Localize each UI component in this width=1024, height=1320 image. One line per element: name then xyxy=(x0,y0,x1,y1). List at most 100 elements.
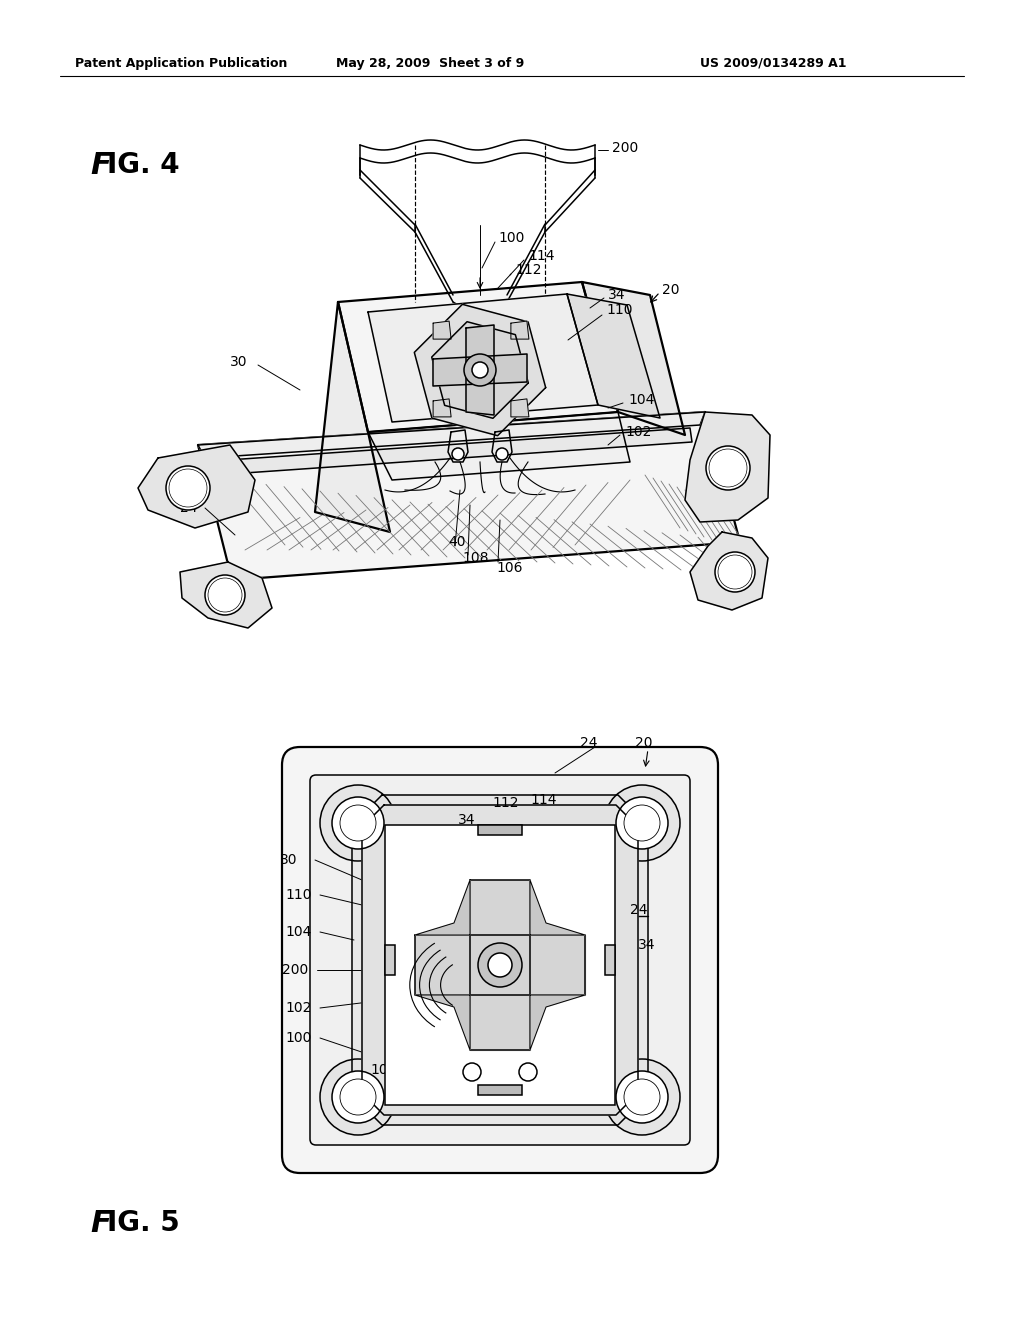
Circle shape xyxy=(205,576,245,615)
Circle shape xyxy=(452,447,464,459)
Polygon shape xyxy=(433,354,527,385)
Polygon shape xyxy=(511,399,528,417)
Circle shape xyxy=(169,469,207,507)
Bar xyxy=(478,825,522,836)
Polygon shape xyxy=(685,412,770,521)
Text: 100: 100 xyxy=(285,1031,311,1045)
Polygon shape xyxy=(530,880,585,935)
Circle shape xyxy=(624,1078,660,1115)
Circle shape xyxy=(472,362,488,378)
Text: IG. 5: IG. 5 xyxy=(106,1209,180,1237)
Polygon shape xyxy=(228,428,692,474)
Text: 112: 112 xyxy=(492,796,518,810)
Text: 20: 20 xyxy=(662,282,680,297)
Circle shape xyxy=(488,953,512,977)
Text: 110: 110 xyxy=(606,304,633,317)
Text: 30: 30 xyxy=(280,853,298,867)
Text: 114: 114 xyxy=(528,249,555,263)
Circle shape xyxy=(332,797,384,849)
Polygon shape xyxy=(432,322,528,418)
FancyBboxPatch shape xyxy=(282,747,718,1173)
Circle shape xyxy=(496,447,508,459)
Polygon shape xyxy=(530,995,585,1049)
Circle shape xyxy=(709,449,746,487)
Text: 20: 20 xyxy=(635,737,652,750)
Text: 112: 112 xyxy=(515,263,542,277)
Circle shape xyxy=(604,785,680,861)
Polygon shape xyxy=(466,325,494,414)
Bar xyxy=(385,945,395,975)
Polygon shape xyxy=(433,321,452,339)
Text: Patent Application Publication: Patent Application Publication xyxy=(75,57,288,70)
Text: 24: 24 xyxy=(580,737,597,750)
Text: May 28, 2009  Sheet 3 of 9: May 28, 2009 Sheet 3 of 9 xyxy=(336,57,524,70)
Polygon shape xyxy=(138,445,255,528)
Polygon shape xyxy=(198,412,705,458)
Circle shape xyxy=(166,466,210,510)
Circle shape xyxy=(616,1071,668,1123)
Polygon shape xyxy=(511,321,528,339)
Text: 30: 30 xyxy=(230,355,248,370)
Text: 114: 114 xyxy=(530,793,556,807)
Polygon shape xyxy=(415,305,546,436)
Text: 34: 34 xyxy=(608,288,626,302)
Polygon shape xyxy=(198,412,740,579)
Polygon shape xyxy=(690,532,768,610)
Text: 102: 102 xyxy=(285,1001,311,1015)
Text: 40: 40 xyxy=(540,1061,557,1074)
Circle shape xyxy=(616,797,668,849)
Polygon shape xyxy=(415,995,470,1049)
Text: 110: 110 xyxy=(285,888,311,902)
Circle shape xyxy=(332,1071,384,1123)
Text: 200: 200 xyxy=(282,964,308,977)
Circle shape xyxy=(478,942,522,987)
Bar xyxy=(478,1085,522,1096)
Circle shape xyxy=(340,805,376,841)
Text: 104: 104 xyxy=(285,925,311,939)
Polygon shape xyxy=(433,399,452,417)
Polygon shape xyxy=(338,282,618,432)
Text: 24: 24 xyxy=(630,903,647,917)
Text: 36: 36 xyxy=(552,873,569,887)
Polygon shape xyxy=(582,282,685,436)
Text: F: F xyxy=(90,1209,111,1238)
Polygon shape xyxy=(352,795,648,1125)
Polygon shape xyxy=(567,294,660,418)
Text: 104: 104 xyxy=(628,393,654,407)
Circle shape xyxy=(624,805,660,841)
Text: 100: 100 xyxy=(370,1063,396,1077)
Polygon shape xyxy=(415,935,585,995)
Circle shape xyxy=(715,552,755,591)
Text: 34: 34 xyxy=(458,813,475,828)
Text: US 2009/0134289 A1: US 2009/0134289 A1 xyxy=(700,57,847,70)
Text: F: F xyxy=(90,150,111,180)
Polygon shape xyxy=(315,302,390,532)
Circle shape xyxy=(464,354,496,385)
Text: 24: 24 xyxy=(180,502,198,515)
Polygon shape xyxy=(180,562,272,628)
Text: 34: 34 xyxy=(638,939,655,952)
Circle shape xyxy=(319,1059,396,1135)
Text: 40: 40 xyxy=(449,535,466,549)
Polygon shape xyxy=(368,294,598,422)
Polygon shape xyxy=(415,880,470,935)
Circle shape xyxy=(463,1063,481,1081)
Text: 102: 102 xyxy=(625,425,651,440)
Circle shape xyxy=(604,1059,680,1135)
Bar xyxy=(605,945,615,975)
Circle shape xyxy=(340,1078,376,1115)
Circle shape xyxy=(706,446,750,490)
Circle shape xyxy=(208,578,242,612)
Bar xyxy=(385,825,615,1105)
Text: 200: 200 xyxy=(612,141,638,154)
Text: IG. 4: IG. 4 xyxy=(106,150,179,180)
Polygon shape xyxy=(470,880,530,1049)
Text: 108: 108 xyxy=(462,550,488,565)
Text: 100: 100 xyxy=(498,231,524,246)
Circle shape xyxy=(319,785,396,861)
FancyBboxPatch shape xyxy=(310,775,690,1144)
Circle shape xyxy=(519,1063,537,1081)
Polygon shape xyxy=(368,412,630,480)
Polygon shape xyxy=(362,805,638,1115)
Text: 106: 106 xyxy=(496,561,522,576)
